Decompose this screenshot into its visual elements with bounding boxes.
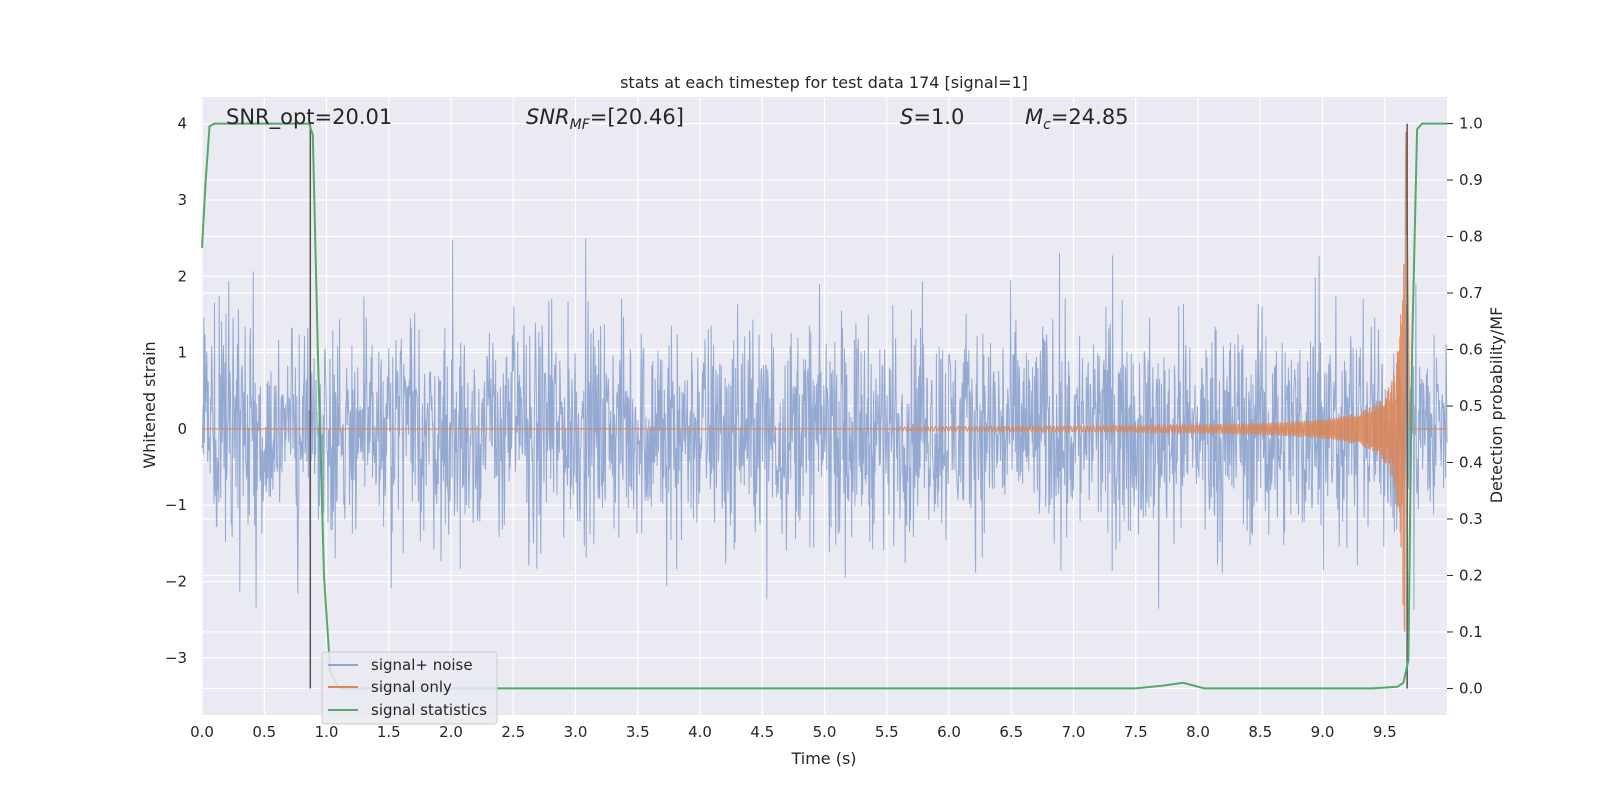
legend: signal+ noise signal only signal statist…: [321, 651, 498, 725]
legend-label-noise: signal+ noise: [371, 656, 473, 674]
x-tick-label: 5.0: [813, 723, 837, 741]
y-tick-label: −1: [165, 496, 187, 514]
y-right-tick-label: 0.4: [1459, 453, 1483, 471]
y-right-tick-label: 0.5: [1459, 397, 1483, 415]
x-tick-label: 3.5: [626, 723, 650, 741]
annotation-mc: Mc=24.85: [1025, 105, 1129, 133]
annotation-snr-opt: SNR_opt=20.01: [226, 105, 392, 130]
x-tick-label: 6.5: [999, 723, 1023, 741]
chart-title: stats at each timestep for test data 174…: [620, 73, 1028, 92]
x-tick-label: 4.0: [688, 723, 712, 741]
legend-box: [321, 651, 498, 725]
y-right-tick-label: 0.6: [1459, 341, 1483, 359]
y-right-tick-labels: 1.0 0.9 0.8 0.7 0.6 0.5 0.4 0.3 0.2 0.1 0.0: [1447, 115, 1483, 697]
x-tick-label: 0.0: [190, 723, 214, 741]
y-tick-label: 4: [177, 115, 187, 133]
y-tick-label: 3: [177, 191, 187, 209]
y-tick-labels: 4 3 2 1 0 −1 −2 −3: [165, 115, 187, 667]
annotation-snr-mf: SNRMF=[20.46]: [526, 105, 684, 133]
x-tick-label: 0.5: [252, 723, 276, 741]
y-tick-label: 2: [177, 267, 187, 285]
y-right-axis-title: Detection probability/MF: [1487, 307, 1506, 504]
y-tick-label: −3: [165, 649, 187, 667]
x-tick-label: 1.5: [377, 723, 401, 741]
y-tick-label: 1: [177, 344, 187, 362]
y-right-tick-label: 0.1: [1459, 623, 1483, 641]
x-tick-label: 1.0: [315, 723, 339, 741]
series-signal-noise: [201, 238, 1448, 610]
x-axis-title: Time (s): [790, 749, 856, 768]
series-signal-statistics: [201, 122, 1447, 690]
y-right-tick-label: 0.7: [1459, 284, 1483, 302]
y-right-tick-label: 1.0: [1459, 115, 1483, 133]
x-tick-label: 8.5: [1248, 723, 1272, 741]
legend-label-statistics: signal statistics: [371, 701, 487, 719]
y-tick-label: 0: [177, 420, 187, 438]
y-right-tick-label: 0.8: [1459, 228, 1483, 246]
series-signal-only: [202, 131, 1447, 633]
y-axis-title: Whitened strain: [140, 341, 159, 468]
x-tick-label: 5.5: [875, 723, 899, 741]
y-right-tick-label: 0.2: [1459, 566, 1483, 584]
x-tick-label: 4.5: [750, 723, 774, 741]
x-tick-label: 6.0: [937, 723, 961, 741]
x-tick-label: 9.5: [1373, 723, 1397, 741]
x-tick-labels: 0.0 0.5 1.0 1.5 2.0 2.5 3.0 3.5 4.0 4.5 5.0 5.5 6.0 6…: [190, 723, 1397, 741]
x-tick-label: 3.0: [564, 723, 588, 741]
x-tick-label: 2.5: [501, 723, 525, 741]
legend-label-signal: signal only: [371, 678, 452, 696]
x-tick-label: 9.0: [1311, 723, 1335, 741]
y-right-tick-label: 0.0: [1459, 679, 1483, 697]
x-tick-label: 7.0: [1062, 723, 1086, 741]
y-right-tick-label: 0.3: [1459, 510, 1483, 528]
y-tick-label: −2: [165, 572, 187, 590]
x-tick-label: 7.5: [1124, 723, 1148, 741]
y-right-tick-label: 0.9: [1459, 171, 1483, 189]
annotation-s: S=1.0: [900, 105, 964, 129]
x-tick-label: 8.0: [1186, 723, 1210, 741]
x-tick-label: 2.0: [439, 723, 463, 741]
